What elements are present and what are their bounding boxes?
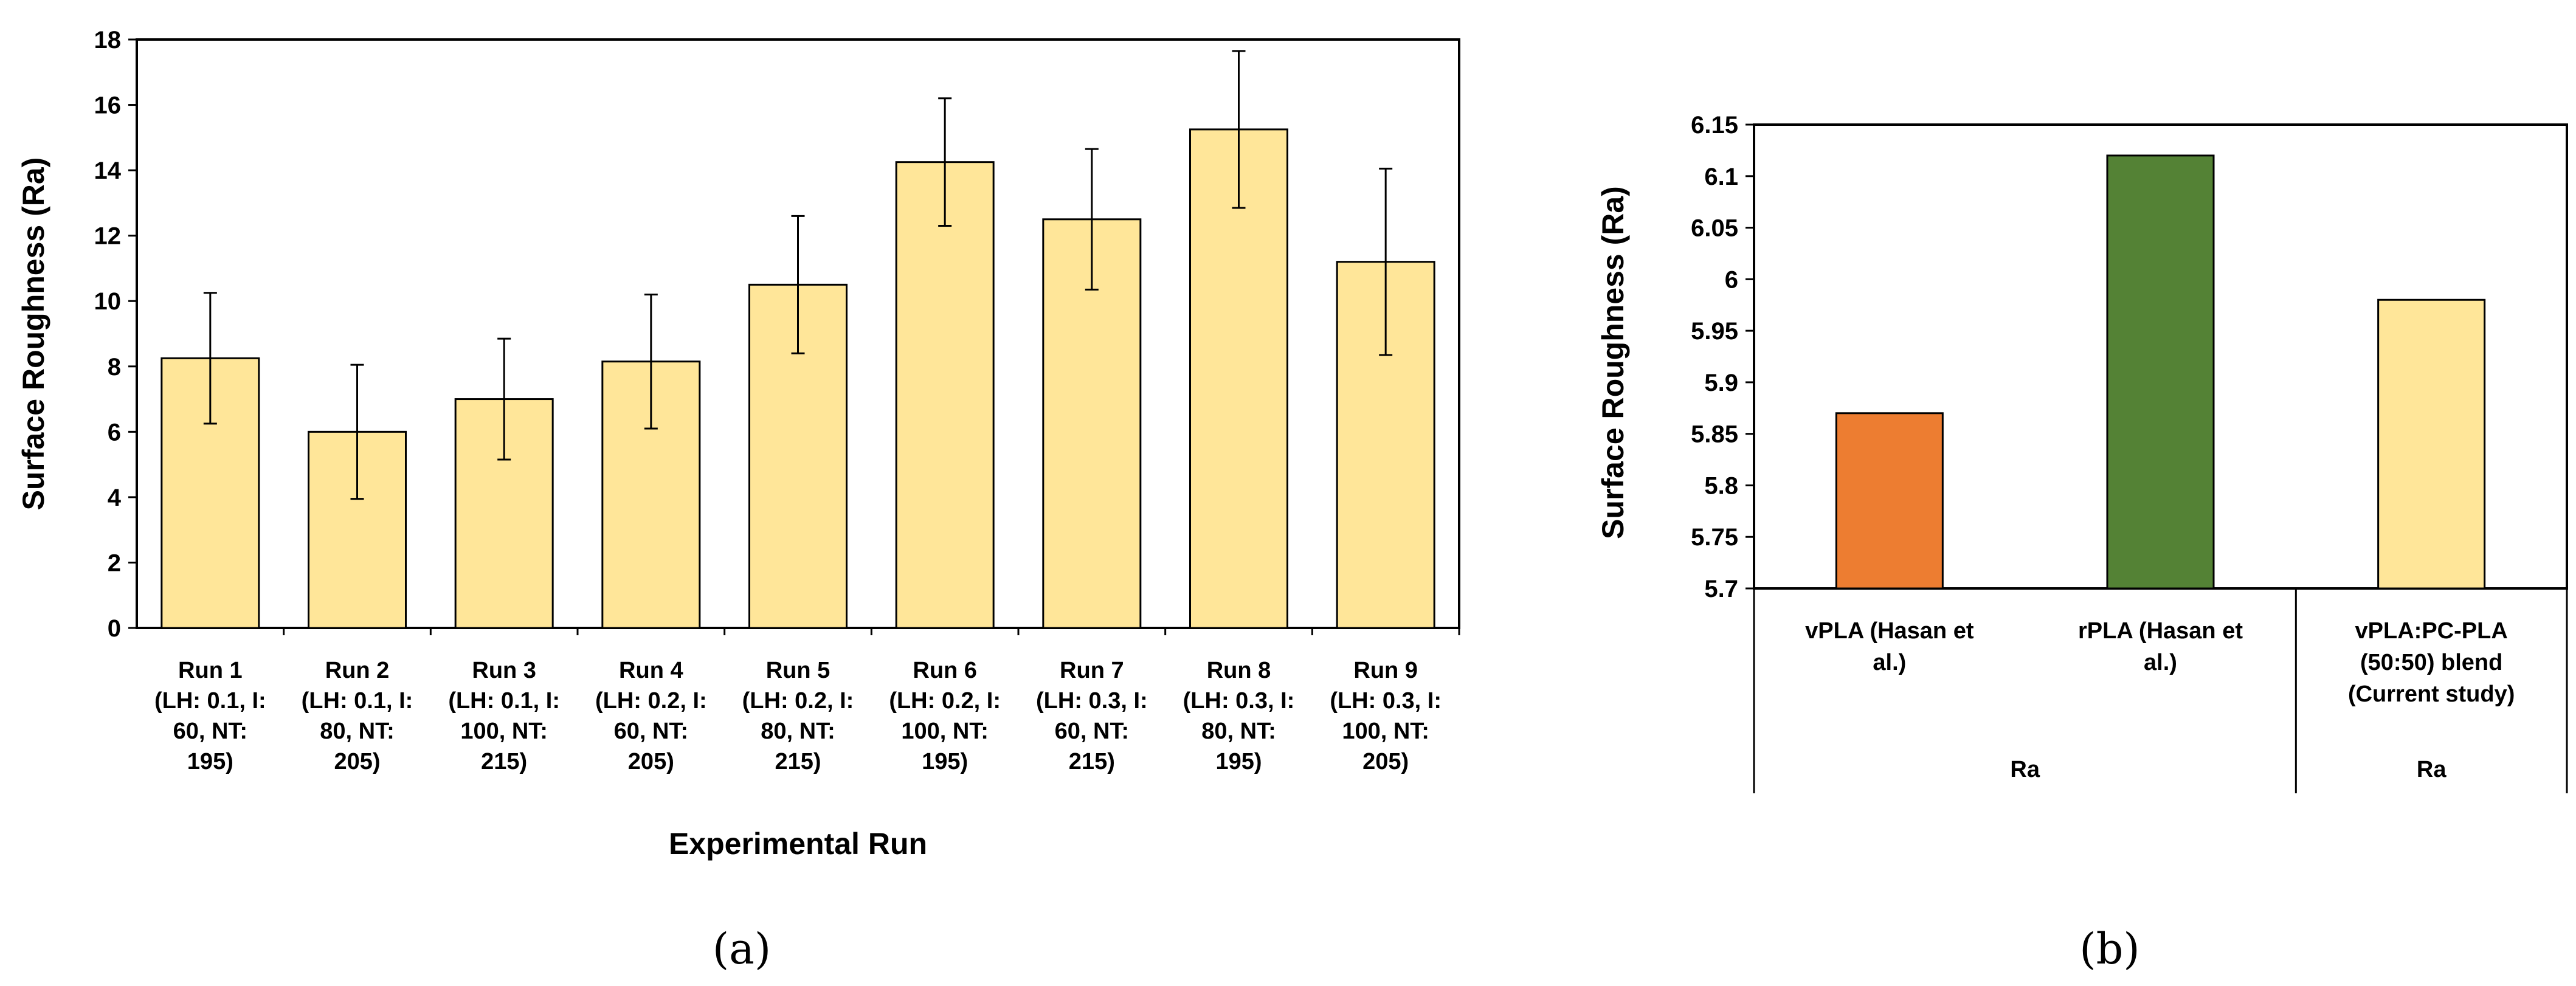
- chart-a-x-tick-label: Run 8: [1207, 658, 1271, 683]
- chart-a-x-tick-label: Run 7: [1060, 658, 1124, 683]
- chart-a-x-tick-label: (LH: 0.2, I:: [889, 688, 1001, 714]
- chart-b-y-tick-label: 6.05: [1691, 215, 1738, 242]
- chart-a-x-tick-label: (LH: 0.3, I:: [1183, 688, 1295, 714]
- chart-b: 5.7 5.75 5.8 5.85 5.9 5.95 6 6.05 6.1 6.15 vPLA (…: [1596, 112, 2568, 974]
- chart-a-x-tick-label: 80, NT:: [1201, 719, 1276, 744]
- chart-a-y-tick-label: 14: [94, 157, 122, 184]
- chart-a-x-tick-label: Run 4: [619, 658, 683, 683]
- chart-a-x-tick-label: 215): [481, 749, 527, 774]
- chart-b-y-tick-label: 5.9: [1704, 370, 1738, 396]
- chart-a-x-tick-label: (LH: 0.2, I:: [742, 688, 854, 714]
- chart-a-x-tick-label: 195): [1215, 749, 1262, 774]
- chart-a-x-tick-label: Run 3: [472, 658, 536, 683]
- chart-b-x-tick-label: al.): [2144, 650, 2177, 675]
- chart-a-x-tick-label: (LH: 0.3, I:: [1330, 688, 1442, 714]
- chart-b-bar: [2106, 154, 2215, 590]
- chart-a-x-tick-label: 195): [922, 749, 968, 774]
- chart-a-x-tick-label: 80, NT:: [761, 719, 835, 744]
- chart-a-y-tick-label: 16: [94, 92, 122, 119]
- chart-a-x-tick-label: 100, NT:: [901, 719, 989, 744]
- chart-a-x-tick-label: 215): [1069, 749, 1115, 774]
- chart-b-bar: [2377, 298, 2486, 590]
- chart-a-bar: [895, 161, 995, 629]
- chart-a-y-tick-label: 4: [108, 484, 122, 511]
- chart-a-y-tick-label: 12: [94, 223, 122, 250]
- chart-a-y-tick-label: 18: [94, 27, 122, 53]
- chart-b-y-tick-label: 5.7: [1704, 576, 1738, 602]
- chart-a-bar: [1189, 128, 1288, 629]
- chart-a-y-axis-title: Surface Roughness (Ra): [16, 157, 50, 511]
- chart-a-bar: [1042, 218, 1142, 629]
- chart-b-y-tick-label: 6.15: [1691, 112, 1738, 139]
- chart-b-x-tick-label: (Current study): [2348, 681, 2515, 707]
- chart-a-x-tick-label: Run 6: [913, 658, 977, 683]
- chart-a-x-tick-label: 205): [628, 749, 674, 774]
- chart-a-x-tick-label: 100, NT:: [1342, 719, 1429, 744]
- chart-a-x-tick-label: 100, NT:: [460, 719, 548, 744]
- chart-a: 0 2 4 6 8 10 12 14 16 18 Run 1 (LH: 0.1, I: 60, NT:…: [16, 27, 1460, 974]
- chart-b-x-tick-label: rPLA (Hasan et: [2078, 618, 2243, 644]
- chart-b-x-tick-label: al.): [1873, 650, 1906, 675]
- chart-b-group-label: Ra: [2417, 757, 2447, 782]
- chart-a-x-tick-label: 60, NT:: [614, 719, 688, 744]
- chart-a-x-tick-label: Run 5: [766, 658, 830, 683]
- chart-a-x-tick-label: (LH: 0.1, I:: [448, 688, 560, 714]
- chart-a-x-tick-label: (LH: 0.2, I:: [595, 688, 707, 714]
- chart-a-y-tick-label: 0: [108, 615, 121, 642]
- chart-a-x-tick-label: (LH: 0.3, I:: [1036, 688, 1148, 714]
- chart-a-x-tick-label: 80, NT:: [320, 719, 394, 744]
- chart-b-y-tick-label: 5.8: [1704, 472, 1738, 499]
- chart-a-x-tick-label: 60, NT:: [1055, 719, 1129, 744]
- chart-b-bar: [1835, 412, 1944, 590]
- chart-b-y-axis-title: Surface Roughness (Ra): [1596, 186, 1630, 539]
- chart-b-y-tick-label: 5.75: [1691, 524, 1738, 551]
- chart-a-y-tick-label: 6: [108, 419, 121, 446]
- chart-b-x-tick-label: (50:50) blend: [2360, 650, 2502, 675]
- chart-b-y-tick-label: 5.85: [1691, 421, 1738, 448]
- chart-a-y-tick-label: 2: [108, 550, 121, 576]
- chart-a-x-tick-label: Run 1: [178, 658, 243, 683]
- chart-b-panel-label: (b): [2079, 924, 2139, 974]
- chart-a-x-tick-label: Run 9: [1353, 658, 1418, 683]
- chart-a-x-tick-label: (LH: 0.1, I:: [154, 688, 266, 714]
- chart-a-x-axis-title: Experimental Run: [669, 827, 927, 861]
- chart-b-x-tick-label: vPLA (Hasan et: [1805, 618, 1974, 644]
- chart-b-x-tick-label: vPLA:PC-PLA: [2355, 618, 2508, 644]
- chart-b-y-tick-label: 5.95: [1691, 318, 1738, 345]
- chart-b-y-tick-label: 6.1: [1704, 164, 1738, 190]
- chart-a-x-tick-label: Run 2: [325, 658, 390, 683]
- chart-a-panel-label: (a): [713, 924, 771, 974]
- chart-a-x-tick-label: 205): [1362, 749, 1409, 774]
- chart-a-x-tick-label: 205): [334, 749, 380, 774]
- chart-a-x-tick-label: (LH: 0.1, I:: [302, 688, 413, 714]
- chart-b-y-tick-label: 6: [1725, 266, 1738, 293]
- chart-a-x-tick-label: 60, NT:: [173, 719, 247, 744]
- chart-a-x-tick-label: 215): [775, 749, 821, 774]
- chart-a-x-tick-label: 195): [187, 749, 233, 774]
- chart-a-y-tick-label: 8: [108, 354, 121, 381]
- chart-b-group-label: Ra: [2010, 757, 2040, 782]
- chart-a-y-tick-label: 10: [94, 288, 122, 315]
